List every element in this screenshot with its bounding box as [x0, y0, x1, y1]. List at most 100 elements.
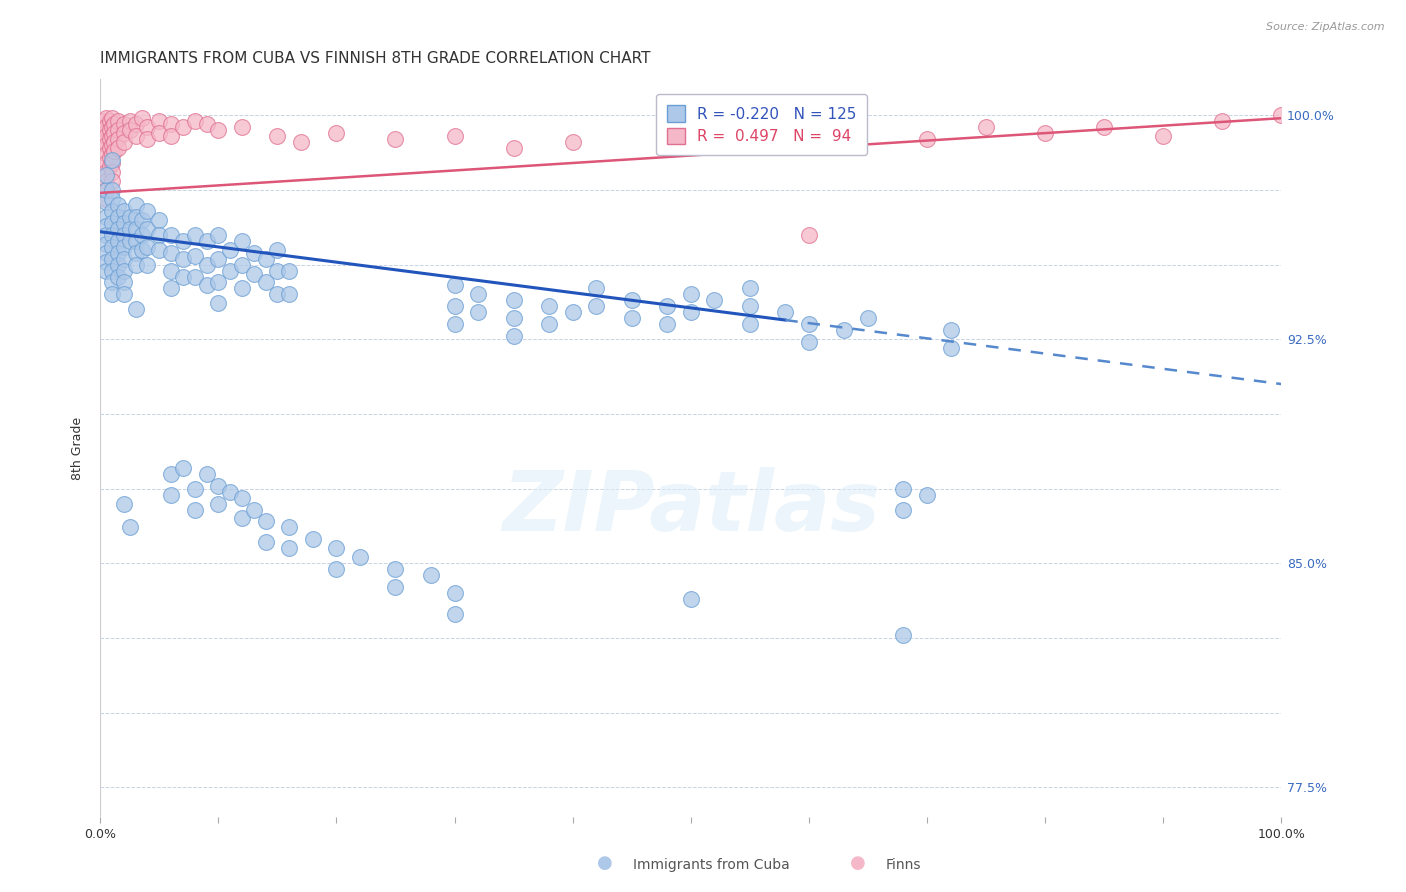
- Point: [136, 132, 159, 146]
- Point: [254, 276, 277, 290]
- Point: [107, 141, 129, 155]
- Point: [94, 129, 117, 144]
- Point: [112, 239, 135, 253]
- Point: [502, 311, 524, 326]
- Point: [136, 203, 159, 218]
- Point: [195, 278, 218, 293]
- Point: [94, 194, 117, 209]
- Point: [98, 114, 121, 128]
- Point: [118, 123, 141, 137]
- Point: [107, 132, 129, 146]
- Point: [118, 234, 141, 248]
- Point: [112, 263, 135, 277]
- Point: [101, 216, 124, 230]
- Point: [266, 129, 288, 144]
- Point: [183, 249, 205, 263]
- Point: [118, 520, 141, 534]
- Point: [118, 114, 141, 128]
- Point: [266, 243, 288, 257]
- Point: [107, 114, 129, 128]
- Point: [183, 502, 205, 516]
- Point: [738, 318, 761, 332]
- Point: [231, 234, 253, 248]
- Point: [94, 254, 117, 268]
- Point: [94, 192, 117, 206]
- Point: [136, 221, 159, 235]
- Point: [94, 236, 117, 251]
- Point: [172, 234, 194, 248]
- Point: [107, 245, 129, 260]
- Point: [101, 138, 124, 153]
- Point: [254, 515, 277, 529]
- Point: [278, 520, 301, 534]
- Point: [131, 111, 153, 125]
- Point: [443, 586, 465, 600]
- Point: [254, 252, 277, 266]
- Point: [94, 263, 117, 277]
- Point: [101, 174, 124, 188]
- Point: [266, 263, 288, 277]
- Point: [93, 120, 115, 135]
- Point: [325, 126, 347, 140]
- Point: [242, 502, 264, 516]
- Point: [620, 293, 643, 308]
- Point: [419, 568, 441, 582]
- Point: [915, 132, 938, 146]
- Point: [101, 276, 124, 290]
- Point: [834, 323, 856, 337]
- Point: [107, 198, 129, 212]
- Point: [101, 183, 124, 197]
- Point: [384, 580, 406, 594]
- Point: [585, 299, 607, 313]
- Point: [242, 245, 264, 260]
- Point: [195, 467, 218, 481]
- Point: [585, 281, 607, 295]
- Point: [207, 296, 229, 310]
- Point: [679, 129, 702, 144]
- Point: [278, 541, 301, 556]
- Point: [231, 281, 253, 295]
- Point: [775, 305, 797, 319]
- Y-axis label: 8th Grade: 8th Grade: [72, 417, 84, 480]
- Point: [103, 144, 125, 158]
- Point: [124, 234, 146, 248]
- Point: [94, 168, 117, 182]
- Point: [91, 114, 114, 128]
- Point: [172, 120, 194, 135]
- Point: [325, 562, 347, 576]
- Point: [107, 269, 129, 284]
- Point: [207, 276, 229, 290]
- Point: [94, 126, 117, 140]
- Point: [103, 126, 125, 140]
- Point: [101, 147, 124, 161]
- Point: [738, 299, 761, 313]
- Point: [98, 150, 121, 164]
- Point: [160, 129, 183, 144]
- Point: [160, 281, 183, 295]
- Point: [107, 258, 129, 272]
- Point: [254, 535, 277, 549]
- Point: [467, 305, 489, 319]
- Point: [797, 123, 820, 137]
- Point: [118, 221, 141, 235]
- Point: [207, 478, 229, 492]
- Point: [94, 174, 117, 188]
- Point: [94, 165, 117, 179]
- Point: [94, 111, 117, 125]
- Text: Immigrants from Cuba: Immigrants from Cuba: [633, 858, 789, 872]
- Point: [94, 219, 117, 233]
- Point: [101, 153, 124, 167]
- Point: [124, 245, 146, 260]
- Point: [893, 628, 915, 642]
- Point: [112, 216, 135, 230]
- Point: [278, 287, 301, 301]
- Point: [502, 329, 524, 343]
- Point: [893, 482, 915, 496]
- Point: [118, 210, 141, 224]
- Point: [101, 156, 124, 170]
- Point: [172, 269, 194, 284]
- Text: Finns: Finns: [886, 858, 921, 872]
- Point: [160, 117, 183, 131]
- Point: [443, 278, 465, 293]
- Point: [797, 335, 820, 350]
